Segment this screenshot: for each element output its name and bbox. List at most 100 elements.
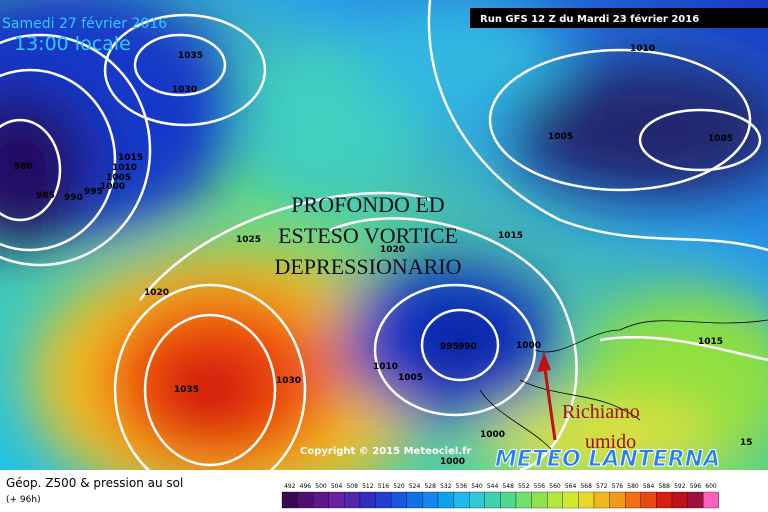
- color-legend: 492 496 500 504 508 512 516 520 524 528 532 536 540 5…: [281, 483, 719, 509]
- arrow-label: Richiamo: [562, 401, 640, 423]
- legend-label: 504: [331, 483, 343, 490]
- isobar-label: 1000: [516, 341, 541, 351]
- isobar-label: 1030: [276, 376, 301, 386]
- legend-label: 556: [534, 483, 546, 490]
- isobar-label: 1035: [174, 385, 199, 395]
- legend-swatch: [625, 491, 641, 509]
- isobar-label: 1015: [498, 231, 523, 241]
- valid-time: 13:00 locale: [14, 33, 131, 55]
- legend-swatch: [515, 491, 532, 509]
- isobar-label: 1025: [236, 235, 261, 245]
- legend-swatch: [640, 491, 657, 509]
- legend-swatch: [422, 491, 439, 509]
- isobars: [0, 0, 768, 495]
- isobar-label: 1010: [112, 163, 137, 173]
- legend-label: 540: [471, 483, 483, 490]
- annotation-line: ESTESO VORTICE: [278, 223, 458, 248]
- legend-swatch: [437, 491, 454, 509]
- legend-swatch: [547, 491, 563, 509]
- legend-swatch: [500, 491, 517, 509]
- annotation: PROFONDO ED ESTESO VORTICE DEPRESSIONARI…: [274, 192, 461, 279]
- isobar-label: 1005: [708, 134, 733, 144]
- copyright: Copyright © 2015 Meteociel.fr: [300, 446, 471, 457]
- legend-label: 500: [315, 483, 327, 490]
- run-banner: [470, 8, 768, 28]
- isobar-label: 990: [64, 193, 83, 203]
- isobar-label: 1005: [398, 373, 423, 383]
- legend-swatch: [484, 491, 501, 509]
- isobar-label: 1000: [440, 457, 465, 467]
- legend-swatch: [687, 491, 704, 509]
- legend-swatch: [703, 491, 719, 509]
- annotation-line: DEPRESSIONARIO: [274, 254, 461, 279]
- legend-swatch: [609, 491, 626, 509]
- legend-label: 568: [580, 483, 592, 490]
- legend-swatch: [453, 491, 470, 509]
- isobar-label: 15: [740, 438, 753, 448]
- isobar-label: 980: [14, 162, 33, 172]
- arrow: [542, 361, 557, 441]
- legend-swatch: [671, 491, 688, 509]
- isobar-label: 1035: [178, 51, 203, 61]
- legend-swatch: [593, 491, 610, 509]
- legend-swatch: [344, 491, 361, 509]
- legend-swatch: [562, 491, 579, 509]
- legend-label: 524: [409, 483, 421, 490]
- legend-label: 584: [643, 483, 655, 490]
- arrow-label: umido: [585, 431, 636, 453]
- legend-label: 512: [362, 483, 374, 490]
- isobar-label: 1010: [630, 44, 655, 54]
- legend-swatch: [297, 491, 314, 509]
- legend-label: 548: [502, 483, 514, 490]
- legend-label: 496: [300, 483, 312, 490]
- legend-swatch: [375, 491, 392, 509]
- isobar-label: 1000: [480, 430, 505, 440]
- legend-label: 564: [565, 483, 577, 490]
- legend-label: 588: [658, 483, 670, 490]
- legend-label: 492: [284, 483, 296, 490]
- legend-swatch: [359, 491, 376, 509]
- forecast-lead: (+ 96h): [6, 495, 41, 505]
- run-info: Run GFS 12 Z du Mardi 23 février 2016: [480, 13, 699, 25]
- coastlines: [479, 319, 768, 461]
- isobar-label: 990: [458, 342, 477, 352]
- legend-swatch: [313, 491, 329, 509]
- legend-swatch: [391, 491, 407, 509]
- legend-label: 520: [393, 483, 405, 490]
- legend-swatch: [328, 491, 345, 509]
- legend-label: 536: [456, 483, 468, 490]
- isobar-label: 1005: [548, 132, 573, 142]
- footer-title: Géop. Z500 & pression au sol: [6, 476, 183, 490]
- legend-label: 576: [612, 483, 624, 490]
- isobar-label: 1020: [380, 245, 405, 255]
- legend-label: 596: [690, 483, 702, 490]
- legend-swatch: [578, 491, 595, 509]
- legend-label: 544: [487, 483, 499, 490]
- legend-swatch: [406, 491, 423, 509]
- isobar-labels: 1035103010151010100510009959909859801025…: [14, 44, 753, 467]
- legend-swatch: [531, 491, 548, 509]
- isobar-label: 1015: [118, 153, 143, 163]
- isobar-label: 1015: [698, 337, 723, 347]
- legend-label: 516: [378, 483, 390, 490]
- legend-label: 508: [346, 483, 358, 490]
- legend-swatch: [469, 491, 485, 509]
- annotation-line: PROFONDO ED: [291, 192, 444, 217]
- legend-label: 552: [518, 483, 530, 490]
- legend-swatch: [281, 491, 298, 509]
- isobar-label: 985: [36, 191, 55, 201]
- brand-name: METEO LANTERNA: [495, 447, 720, 472]
- isobar-label: 1000: [100, 182, 125, 192]
- valid-date: Samedi 27 février 2016: [2, 16, 167, 32]
- legend-label: 532: [440, 483, 452, 490]
- legend-label: 572: [596, 483, 608, 490]
- isobar-label: 995: [84, 187, 103, 197]
- legend-label: 600: [705, 483, 717, 490]
- isobar-label: 1030: [172, 85, 197, 95]
- isobar-label: 1010: [373, 362, 398, 372]
- legend-label: 560: [549, 483, 561, 490]
- arrow-head: [537, 352, 551, 372]
- legend-label: 592: [674, 483, 686, 490]
